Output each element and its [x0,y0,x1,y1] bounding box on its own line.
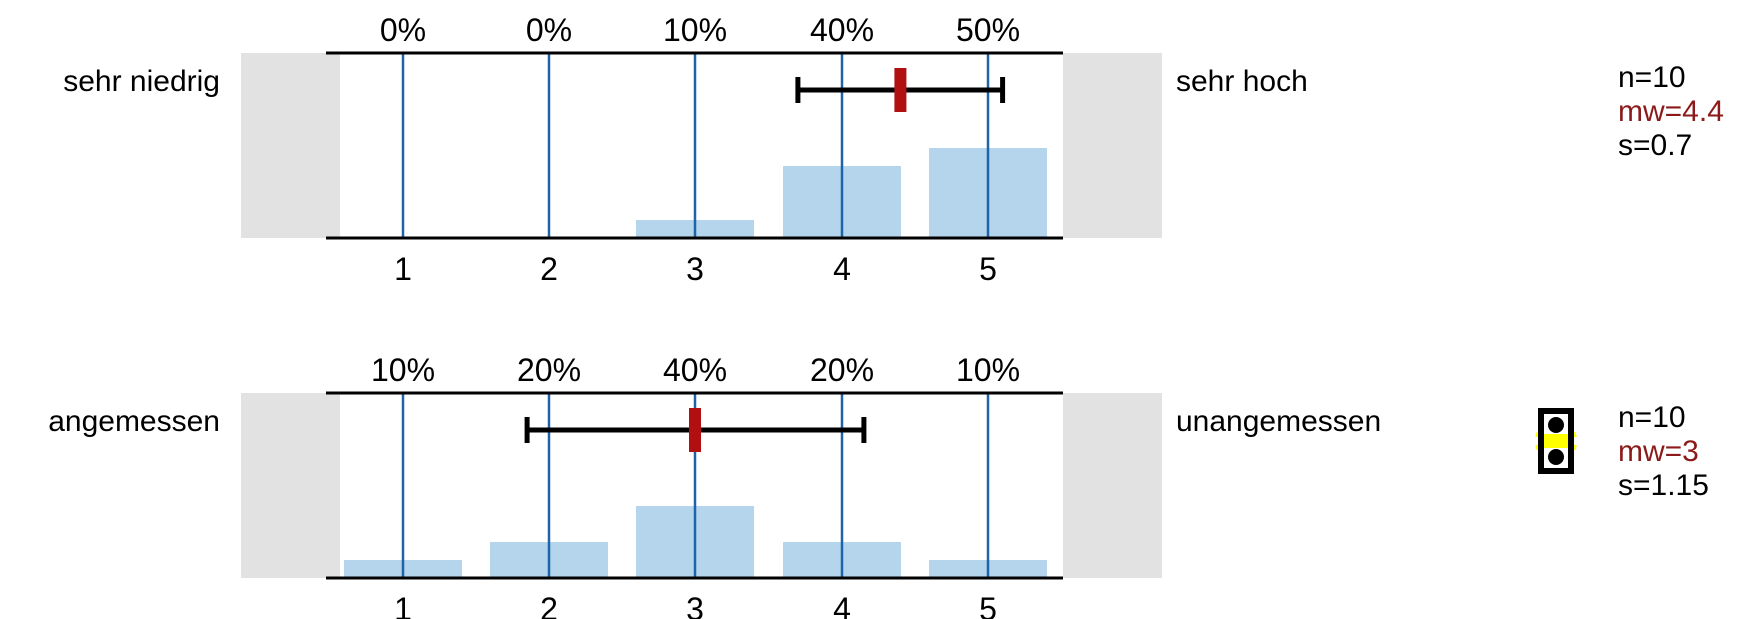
tick-label: 4 [833,591,851,619]
mean-marker [894,68,907,112]
left-pole-label: sehr niedrig [63,65,220,98]
traffic-light-top [1548,417,1564,433]
tick-label: 2 [540,591,558,619]
right-pole-label: sehr hoch [1176,65,1308,98]
left-pole-label: angemessen [48,405,220,438]
percent-label: 10% [663,12,727,48]
right-pole-label: unangemessen [1176,405,1382,438]
traffic-light-warning-icon [1538,408,1574,474]
stat-n: n=10 [1618,61,1686,94]
stat-n: n=10 [1618,401,1686,434]
left-side-panel [241,53,340,238]
percent-label: 10% [956,352,1020,388]
tick-label: 3 [686,591,704,619]
tick-label: 5 [979,251,997,287]
percent-label: 40% [810,12,874,48]
percent-label: 20% [810,352,874,388]
mean-marker [689,408,701,452]
percent-label: 10% [371,352,435,388]
tick-label: 5 [979,591,997,619]
right-side-panel [1063,393,1162,578]
stats-block: n=10 mw=3 s=1.15 [1618,401,1709,503]
tick-label: 1 [394,251,412,287]
left-side-panel [241,393,340,578]
percent-label: 50% [956,12,1020,48]
stat-mw: mw=4.4 [1618,95,1724,128]
tick-label: 2 [540,251,558,287]
percent-label: 20% [517,352,581,388]
tick-label: 3 [686,251,704,287]
right-side-panel [1063,53,1162,238]
stat-s: s=1.15 [1618,469,1709,502]
tick-label: 4 [833,251,851,287]
percent-label: 40% [663,352,727,388]
percent-label: 0% [380,12,426,48]
stats-block: n=10 mw=4.4 s=0.7 [1618,61,1724,163]
stat-s: s=0.7 [1618,129,1693,162]
percent-label: 0% [526,12,572,48]
traffic-light-bottom [1548,449,1564,465]
stat-mw: mw=3 [1618,435,1699,468]
tick-label: 1 [394,591,412,619]
